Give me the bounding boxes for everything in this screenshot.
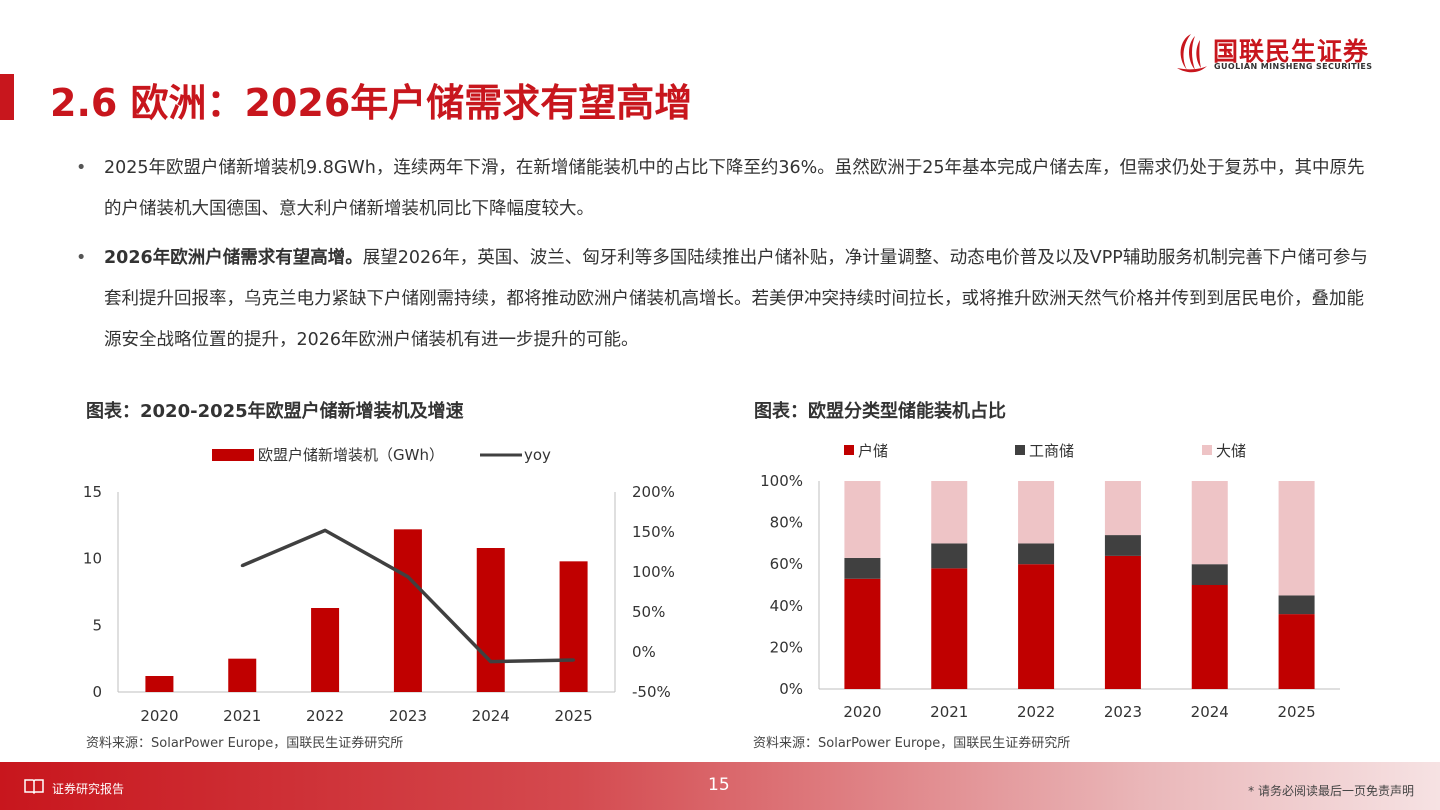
stacked-segment [844, 481, 881, 558]
stacked-segment [1104, 555, 1141, 689]
bullet-dot: • [76, 248, 87, 268]
y-tick-label: 5 [92, 616, 102, 634]
footer-report-label: 证券研究报告 [52, 782, 125, 796]
logo-text-cn: 国联民生证券 [1213, 37, 1370, 66]
y-tick-label: 15 [83, 483, 102, 501]
logo-icon [1177, 34, 1207, 73]
bullet-item: • 2025年欧盟户储新增装机9.8GWh，连续两年下滑，在新增储能装机中的占比… [76, 148, 1376, 230]
legend-label: 大储 [1216, 442, 1246, 460]
footer-bar: 证券研究报告 15 * 请务必阅读最后一页免责声明 [0, 762, 1440, 810]
left-chart-source: 资料来源：SolarPower Europe，国联民生证券研究所 [86, 736, 404, 751]
legend-swatch [1202, 445, 1212, 455]
legend-label: 工商储 [1029, 442, 1074, 460]
y2-tick-label: 150% [632, 523, 675, 541]
x-tick-label: 2025 [1277, 703, 1315, 721]
yoy-point [572, 658, 576, 662]
x-tick-label: 2023 [389, 707, 427, 725]
bar [145, 676, 174, 692]
legend-swatch [844, 445, 854, 455]
yoy-point [240, 564, 244, 568]
left-combo-chart: 欧盟户储新增装机（GWh） yoy 0 5 10 15 -50% 0% 50% 100% 150% 2… [83, 446, 675, 725]
stacked-segment [1018, 481, 1055, 544]
x-tick-label: 2021 [930, 703, 968, 721]
y-tick-label: 0 [92, 683, 102, 701]
x-tick-label: 2020 [140, 707, 178, 725]
right-chart-caption: 图表：欧盟分类型储能装机占比 [754, 401, 1006, 422]
y-tick-label: 80% [770, 514, 803, 532]
stacked-segment [1018, 564, 1055, 689]
stacked-segment [844, 557, 881, 579]
brand-logo: 国联民生证券 GUOLIAN MINSHENG SECURITIES [1173, 30, 1393, 74]
bullet-list: • 2025年欧盟户储新增装机9.8GWh，连续两年下滑，在新增储能装机中的占比… [76, 148, 1376, 369]
stacked-segment [844, 578, 881, 689]
y-tick-label: 40% [770, 597, 803, 615]
stacked-segment [1278, 595, 1315, 615]
x-tick-label: 2022 [1017, 703, 1055, 721]
stacked-segment [931, 481, 968, 544]
x-tick-label: 2020 [843, 703, 881, 721]
legend-bar-swatch [212, 449, 254, 461]
legend-bar-label: 欧盟户储新增装机（GWh） [258, 446, 444, 464]
x-tick-label: 2023 [1104, 703, 1142, 721]
stacked-segment [1191, 564, 1228, 585]
page-title: 2.6 欧洲：2026年户储需求有望高增 [50, 81, 693, 125]
bar [393, 529, 422, 692]
book-icon [24, 779, 44, 794]
right-stacked-chart: 户储 工商储 大储 0% 20% 40% 60% 80% 100% 2020 2021 2022 202… [760, 442, 1340, 721]
bar [476, 548, 505, 692]
x-tick-label: 2022 [306, 707, 344, 725]
x-tick-label: 2021 [223, 707, 261, 725]
bar [228, 658, 257, 692]
y-tick-label: 0% [779, 680, 803, 698]
x-tick-label: 2024 [1191, 703, 1229, 721]
stacked-segment [1191, 481, 1228, 565]
y-tick-label: 10 [83, 550, 102, 568]
bullet-text: 2025年欧盟户储新增装机9.8GWh，连续两年下滑，在新增储能装机中的占比下降… [104, 158, 1365, 219]
y-tick-label: 20% [770, 638, 803, 656]
y2-tick-label: -50% [632, 683, 671, 701]
y2-tick-label: 100% [632, 563, 675, 581]
stacked-segment [1104, 481, 1141, 536]
x-tick-label: 2024 [472, 707, 510, 725]
stacked-segment [931, 568, 968, 689]
page-number: 15 [708, 775, 730, 795]
x-tick-label: 2025 [554, 707, 592, 725]
bullet-dot: • [76, 158, 87, 178]
bullet-bold: 2026年欧洲户储需求有望高增。 [104, 248, 363, 268]
stacked-segment [1104, 535, 1141, 556]
legend-line-label: yoy [524, 446, 551, 464]
legend-swatch [1015, 445, 1025, 455]
stacked-segment [1018, 543, 1055, 565]
stacked-segment [1278, 481, 1315, 596]
stacked-segment [931, 543, 968, 569]
yoy-point [406, 575, 410, 579]
stacked-segment [1278, 614, 1315, 689]
y2-tick-label: 50% [632, 603, 665, 621]
bullet-text: 展望2026年，英国、波兰、匈牙利等多国陆续推出户储补贴，净计量调整、动态电价普… [104, 248, 1368, 350]
right-chart-source: 资料来源：SolarPower Europe，国联民生证券研究所 [753, 736, 1071, 751]
stacked-segment [1191, 585, 1228, 689]
bullet-item: • 2026年欧洲户储需求有望高增。展望2026年，英国、波兰、匈牙利等多国陆续… [76, 238, 1376, 361]
left-chart-caption: 图表：2020-2025年欧盟户储新增装机及增速 [86, 401, 464, 422]
y2-tick-label: 200% [632, 483, 675, 501]
y2-tick-label: 0% [632, 643, 656, 661]
yoy-point [323, 528, 327, 532]
bar [559, 561, 588, 692]
y-tick-label: 60% [770, 555, 803, 573]
bar [311, 608, 340, 692]
legend-label: 户储 [858, 442, 888, 460]
yoy-point [489, 660, 493, 664]
disclaimer-note: * 请务必阅读最后一页免责声明 [1248, 784, 1414, 798]
title-accent-bar [0, 74, 14, 120]
logo-text-en: GUOLIAN MINSHENG SECURITIES [1214, 62, 1373, 71]
y-tick-label: 100% [760, 472, 803, 490]
